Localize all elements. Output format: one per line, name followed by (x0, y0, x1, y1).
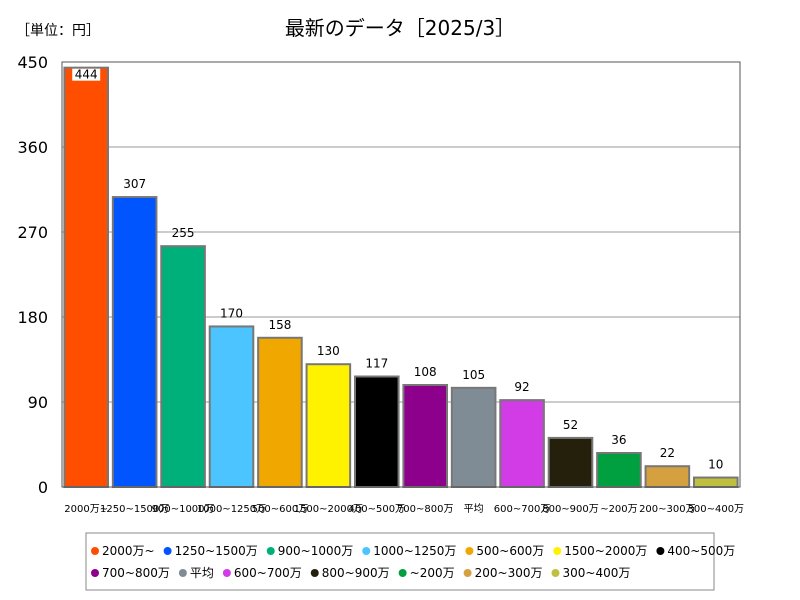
bar (160, 245, 206, 488)
x-tick-label: 1000~1250万 (197, 504, 266, 515)
x-axis-ticks: 2000万~1250~1500万900~1000万1000~1250万500~6… (64, 503, 744, 515)
data-label: 10 (708, 458, 723, 472)
data-label: 444 (75, 68, 98, 82)
x-tick-label: 1500~2000万 (294, 504, 363, 515)
legend-marker (362, 547, 371, 555)
legend-label: 1000~1250万 (373, 544, 456, 558)
legend-label: 600~700万 (234, 566, 302, 580)
legend-label: 700~800万 (102, 566, 170, 580)
data-label: 130 (317, 344, 340, 358)
legend-label: 800~900万 (322, 566, 390, 580)
x-tick-label: 2000万~ (64, 504, 108, 515)
bar (547, 436, 594, 488)
plot-frame (61, 61, 741, 488)
legend-marker (310, 569, 319, 577)
data-label: 52 (563, 418, 578, 432)
legend-marker (398, 569, 407, 577)
bars (63, 66, 739, 489)
y-tick-label: 0 (38, 478, 48, 497)
x-tick-label: ~200万 (600, 504, 637, 515)
legend: 2000万~ 1250~1500万 900~1000万 1000~1250万 500~6… (91, 544, 735, 580)
data-label: 255 (172, 226, 195, 240)
bar (63, 66, 110, 489)
legend-marker (163, 547, 172, 555)
data-label: 117 (365, 357, 388, 371)
bar (644, 465, 691, 489)
bar (353, 375, 400, 488)
legend-label: 平均 (190, 566, 214, 580)
data-label: 36 (611, 433, 626, 447)
bar (596, 452, 642, 488)
bar (692, 476, 739, 488)
x-tick-label: 平均 (464, 503, 484, 515)
y-axis-ticks: 0 90 180 270 360 450 (17, 53, 48, 497)
legend-marker (91, 569, 99, 577)
y-tick-label: 90 (28, 393, 48, 412)
x-tick-label: 900~1000万 (152, 504, 215, 515)
legend-label: 500~600万 (476, 544, 544, 558)
data-label: 105 (462, 368, 485, 382)
y-tick-label: 360 (17, 138, 48, 157)
bar (305, 363, 352, 489)
data-label: 307 (123, 177, 146, 191)
x-tick-label: 300~400万 (688, 504, 745, 515)
chart-title: 最新のデータ［2025/3］ (285, 16, 515, 40)
y-tick-label: 180 (17, 308, 48, 327)
legend-label: 200~300万 (475, 566, 543, 580)
bar (499, 399, 545, 488)
bar (450, 386, 497, 489)
data-label: 158 (268, 318, 291, 332)
legend-marker (222, 569, 231, 577)
data-label: 92 (514, 380, 529, 394)
x-tick-label: 200~300万 (639, 504, 696, 515)
x-tick-label: 600~700万 (494, 504, 551, 515)
bar (402, 384, 449, 488)
legend-marker (465, 547, 474, 555)
data-label: 170 (220, 306, 243, 320)
data-label-bg (72, 68, 101, 81)
legend-marker (551, 569, 560, 577)
unit-label: ［単位：円］ (16, 23, 100, 39)
legend-label: 900~1000万 (278, 544, 354, 558)
x-tick-label: 400~500万 (349, 504, 406, 515)
legend-label: 400~500万 (667, 544, 735, 558)
y-tick-label: 270 (17, 223, 48, 242)
legend-label: 300~400万 (562, 566, 630, 580)
x-tick-label: 800~900万 (542, 504, 599, 515)
legend-marker (178, 569, 187, 577)
legend-label: 2000万~ (102, 544, 155, 558)
legend-marker (656, 547, 665, 555)
bar (208, 325, 255, 489)
legend-label: 1250~1500万 (175, 544, 258, 558)
bar (111, 196, 158, 489)
x-tick-label: 500~600万 (252, 504, 309, 515)
legend-marker (91, 547, 99, 555)
data-label: 22 (660, 446, 675, 460)
data-labels: 444 307 255 170 158 130 117 108 105 92 52 36 22 10 (72, 68, 723, 472)
y-tick-label: 450 (17, 53, 48, 72)
legend-marker (266, 547, 275, 555)
legend-label: 1500~2000万 (564, 544, 647, 558)
x-tick-label: 700~800万 (397, 504, 454, 515)
legend-label: ~200万 (410, 566, 455, 580)
legend-box (85, 532, 715, 591)
x-tick-label: 1250~1500万 (100, 504, 169, 515)
legend-marker (553, 547, 562, 555)
bar (257, 336, 303, 488)
data-label: 108 (414, 365, 437, 379)
legend-marker (463, 569, 472, 577)
